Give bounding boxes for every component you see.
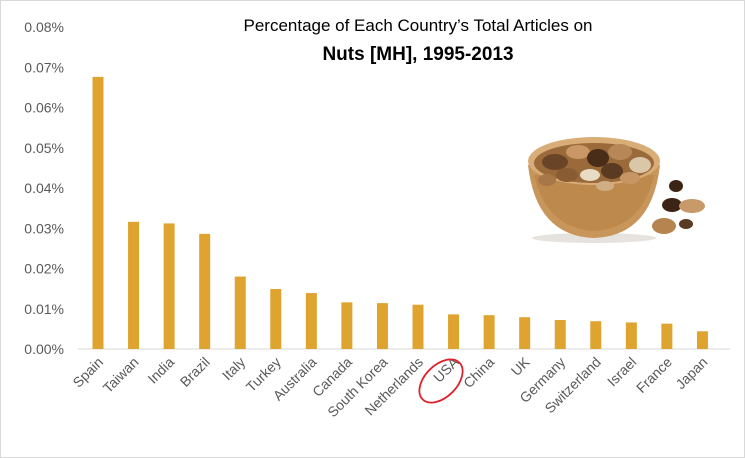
x-tick-label: Italy xyxy=(219,354,248,383)
bar-turkey xyxy=(270,289,282,349)
usa-highlight-circle xyxy=(418,358,464,404)
bar-brazil xyxy=(199,233,211,349)
bar-france xyxy=(661,323,673,349)
y-tick-label: 0.03% xyxy=(24,220,64,236)
y-tick-label: 0.05% xyxy=(24,140,64,156)
bar-china xyxy=(483,315,495,349)
bar-spain xyxy=(92,76,104,349)
bar-italy xyxy=(234,276,246,349)
y-tick-label: 0.01% xyxy=(24,301,64,317)
y-tick-label: 0.08% xyxy=(24,19,64,35)
y-tick-label: 0.00% xyxy=(24,341,64,357)
bar-israel xyxy=(625,322,637,349)
x-tick-label: India xyxy=(144,354,177,387)
bar-south-korea xyxy=(376,303,388,349)
bars xyxy=(92,76,708,349)
x-tick-label: USA xyxy=(430,353,462,385)
bar-australia xyxy=(305,293,317,349)
bar-germany xyxy=(554,320,566,349)
y-axis: 0.00% 0.01% 0.02% 0.03% 0.04% 0.05% 0.06% 0.07%… xyxy=(24,19,64,357)
bar-india xyxy=(163,223,175,349)
x-tick-label: UK xyxy=(508,353,534,379)
nut-bowl-photo xyxy=(528,126,709,246)
chart-title: Percentage of Each Country’s Total Artic… xyxy=(243,16,592,35)
y-tick-label: 0.06% xyxy=(24,100,64,116)
y-tick-label: 0.07% xyxy=(24,59,64,75)
x-tick-label: China xyxy=(460,354,497,391)
bar-taiwan xyxy=(128,221,140,349)
y-tick-label: 0.02% xyxy=(24,261,64,277)
x-tick-label: France xyxy=(633,354,675,396)
x-tick-label: Brazil xyxy=(177,354,213,390)
bar-usa xyxy=(448,314,460,349)
bar-switzerland xyxy=(590,321,602,349)
x-tick-label: Japan xyxy=(672,354,710,392)
y-tick-label: 0.04% xyxy=(24,180,64,196)
bar-japan xyxy=(696,331,708,349)
bar-netherlands xyxy=(412,304,424,349)
bar-uk xyxy=(519,317,531,349)
chart-subtitle: Nuts [MH], 1995-2013 xyxy=(322,44,513,65)
bar-canada xyxy=(341,302,353,349)
x-tick-label: Taiwan xyxy=(100,354,142,396)
